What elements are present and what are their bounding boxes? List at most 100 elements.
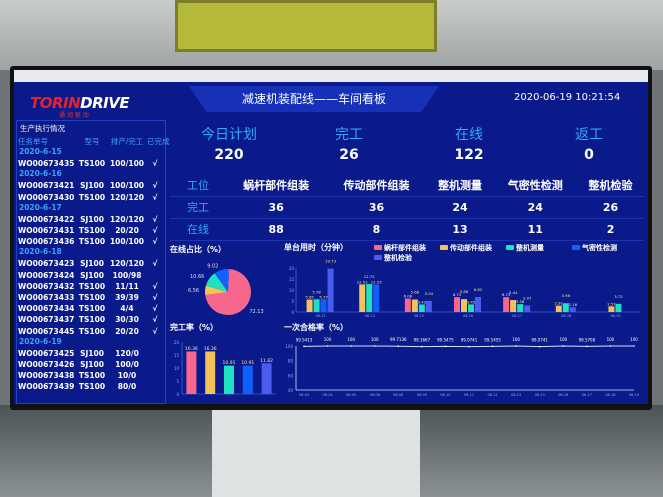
order-no: WO00673422 [18, 214, 75, 224]
data-point [562, 345, 565, 347]
bar-chart-title: 单台用时（分钟） [284, 242, 348, 252]
order-no: WO00673425 [18, 348, 75, 358]
bar-value-label: 5.04 [425, 291, 434, 296]
y-tick: 15 [174, 353, 180, 358]
bar [503, 297, 510, 312]
order-no: WO00673426 [18, 359, 75, 369]
order-row[interactable]: WO00673422 SJ100 120/120 √ [17, 214, 165, 225]
bar [524, 305, 531, 312]
bar [306, 299, 313, 312]
bar-value-label: 10.91 [223, 360, 236, 366]
y-tick: 10 [174, 366, 180, 371]
order-row[interactable]: WO00673433 TS100 39/39 √ [17, 292, 165, 303]
order-row[interactable]: WO00673445 TS100 20/20 √ [17, 325, 165, 336]
completed-mark: √ [152, 237, 158, 247]
pie-label: 10.66 [190, 274, 204, 280]
datetime: 2020-06-19 10:21:54 [514, 92, 621, 103]
legend-swatch [506, 245, 514, 250]
order-row[interactable]: WO00673437 TS100 30/30 √ [17, 314, 165, 325]
order-no: WO00673431 [18, 226, 75, 236]
legend-label: 蜗杆部件组装 [384, 243, 426, 252]
point-label: 100 [512, 337, 520, 342]
completed-mark: √ [152, 281, 158, 291]
point-label: 99.0741 [461, 338, 478, 343]
order-row[interactable]: WO00673425 SJ100 120/0 [17, 348, 165, 359]
kpi-value: 26 [339, 147, 359, 163]
data-point [421, 345, 423, 348]
order-row[interactable]: WO00673426 SJ100 100/0 [17, 359, 165, 370]
order-list-header: 任务单号 型号 排产/完工 已完成 [17, 136, 170, 147]
station-name: 气密性检测 [493, 174, 578, 197]
order-row[interactable]: WO00673434 TS100 4/4 √ [17, 303, 165, 314]
cell: 24 [493, 196, 578, 219]
station-header-row: 工位 蜗杆部件组装 传动部件组装 整机测量 气密性检测 整机检验 [170, 174, 644, 197]
point-label: 100 [607, 337, 615, 342]
order-row[interactable]: WO00673423 SJ100 120/120 √ [17, 258, 165, 269]
order-row[interactable]: WO00673439 TS100 80/0 [17, 381, 165, 392]
point-label: 100 [371, 337, 379, 342]
bar [373, 284, 380, 312]
order-row[interactable]: WO00673421 SJ100 100/100 √ [17, 180, 165, 191]
model: TS100 [78, 159, 106, 169]
y-tick: 80 [288, 359, 294, 364]
planned-done: 30/30 [115, 315, 139, 325]
order-row[interactable]: WO00673424 SJ100 100/98 [17, 270, 165, 281]
station-online-row: 在线 88 8 13 11 2 [170, 218, 644, 241]
y-tick: 15 [289, 277, 295, 282]
legend-swatch [374, 245, 382, 250]
order-date-group: 2020-6-16 [19, 169, 62, 179]
order-date-group: 2020-6-17 [19, 202, 62, 212]
point-label: 99.5475 [437, 337, 454, 342]
order-row[interactable]: WO00673430 TS100 120/120 √ [17, 192, 165, 203]
bar [555, 305, 562, 312]
point-label: 99.5708 [579, 337, 596, 342]
data-point [444, 345, 447, 348]
order-date-group: 2020-6-19 [19, 336, 62, 346]
order-list: 2020-6-15 WO00673435 TS100 100/100 √ 2020-6-1… [17, 147, 165, 392]
bar-value-label: 5.65 [305, 295, 314, 300]
completed-mark: √ [152, 292, 158, 302]
kpi-value: 220 [214, 147, 244, 163]
data-point [586, 345, 588, 348]
bar [569, 307, 576, 312]
bar [224, 365, 234, 394]
bar [242, 365, 253, 394]
order-row[interactable]: WO00673435 TS100 100/100 √ [17, 158, 165, 169]
order-row[interactable]: WO00673438 TS100 10/0 [17, 370, 165, 381]
model: TS100 [78, 192, 106, 202]
pie-title: 在线占比（%） [170, 244, 226, 254]
col-planned-done: 排产/完工 [110, 137, 144, 147]
station-name: 传动部件组装 [326, 174, 427, 197]
kpi-label: 返工 [575, 127, 603, 143]
station-name: 整机检验 [577, 174, 644, 197]
pie-slice [226, 269, 230, 292]
bar-value-label: 19.73 [325, 259, 336, 264]
bar [562, 303, 569, 312]
cell: 24 [426, 196, 494, 219]
station-name: 蜗杆部件组装 [226, 174, 327, 197]
bar [261, 363, 272, 394]
order-no: WO00673424 [18, 270, 75, 280]
point-label: 99.5413 [296, 337, 313, 342]
title-banner [189, 86, 439, 112]
model: TS100 [78, 382, 106, 392]
legend-label: 传动部件组装 [449, 243, 492, 252]
point-label: 100 [324, 337, 332, 342]
order-no: WO00673435 [18, 159, 75, 169]
order-row[interactable]: WO00673432 TS100 11/11 √ [17, 281, 165, 292]
order-row[interactable]: WO00673431 TS100 20/20 √ [17, 225, 165, 236]
model: TS100 [78, 371, 106, 381]
completion-rate-chart: 完工率（%） 0 5 10 15 20 16.36 16.36 10.91 10.91 11.82 [170, 322, 276, 397]
bar-value-label: 6.08 [404, 294, 413, 299]
bar-value-label: 12.72 [364, 274, 375, 279]
row-label: 在线 [170, 218, 226, 241]
order-date-group: 2020-6-15 [19, 147, 62, 157]
data-point [468, 345, 470, 348]
dashboard-screen: TORINDRIVE 通 润 驱 动 减速机装配线——车间看板 2020-06-… [14, 70, 648, 404]
logo: TORINDRIVE [30, 94, 130, 112]
row-label: 完工 [170, 196, 226, 219]
order-row[interactable]: WO00673436 TS100 100/100 √ [17, 236, 165, 247]
legend-label: 整机测量 [515, 243, 544, 252]
col-completed: 已完成 [147, 137, 170, 147]
bar [411, 299, 418, 312]
